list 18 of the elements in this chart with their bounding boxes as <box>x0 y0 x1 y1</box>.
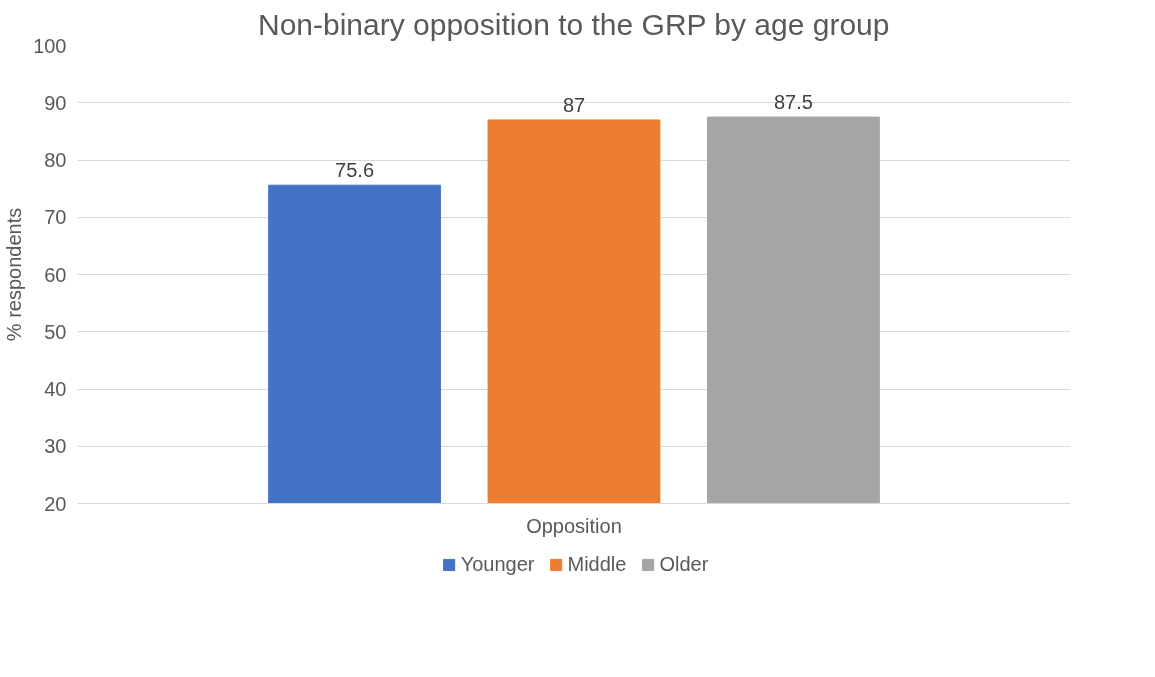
y-axis-title: % respondents <box>3 207 26 342</box>
y-tick-label: 30 <box>44 435 67 458</box>
legend-label: Younger <box>460 552 535 576</box>
y-tick-label: 60 <box>44 263 67 286</box>
data-label: 75.6 <box>335 159 375 182</box>
y-tick-label: 40 <box>44 378 67 400</box>
data-label: 87 <box>562 93 586 116</box>
x-tick-label: Opposition <box>526 514 622 537</box>
chart-title: Non-binary opposition to the GRP by age group <box>257 7 890 41</box>
y-tick-label: 20 <box>44 492 67 515</box>
y-tick-label: 100 <box>33 34 67 57</box>
y-tick-label: 70 <box>44 206 67 229</box>
legend-label: Middle <box>567 552 627 576</box>
data-label: 87.5 <box>773 91 813 114</box>
legend-label: Older <box>659 552 709 576</box>
y-tick-label: 80 <box>44 149 67 171</box>
y-tick-label: 90 <box>44 91 67 114</box>
y-tick-label: 50 <box>44 320 67 343</box>
